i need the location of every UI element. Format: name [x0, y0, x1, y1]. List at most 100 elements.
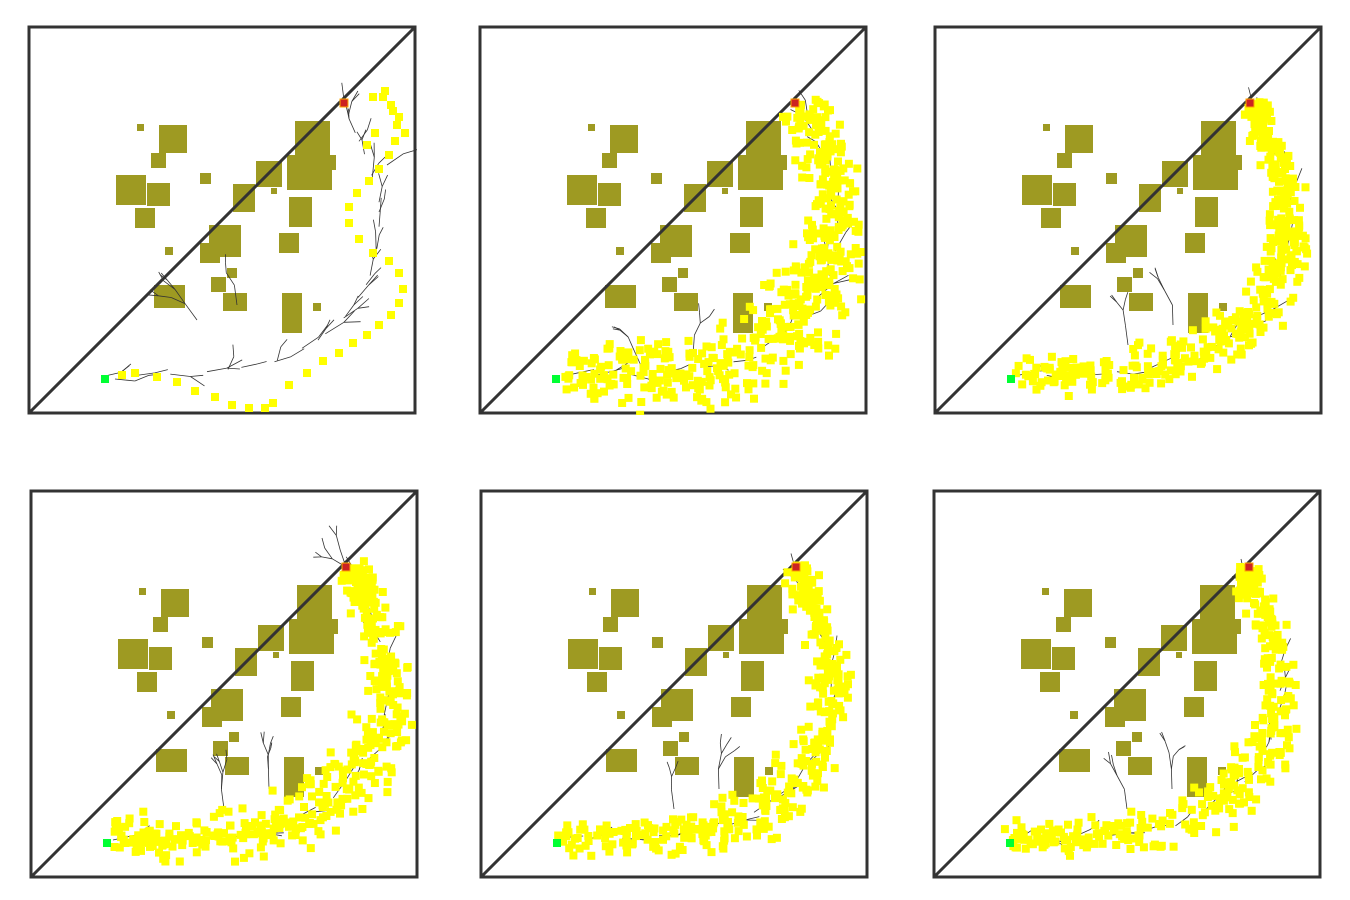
obstacle-block — [273, 652, 279, 658]
sample-node — [126, 838, 134, 847]
sample-node — [629, 355, 638, 364]
tree-edge — [210, 757, 218, 765]
sample-node — [118, 371, 126, 379]
sample-node — [352, 740, 361, 749]
sample-node — [407, 720, 416, 729]
sample-node — [301, 813, 310, 822]
sample-node — [643, 835, 652, 844]
tree-edge — [718, 753, 722, 770]
sample-node — [589, 354, 598, 362]
sample-node — [257, 811, 266, 820]
sample-node — [764, 334, 773, 343]
sample-node — [238, 804, 247, 813]
tree-edge — [325, 319, 331, 329]
sample-node — [581, 841, 590, 850]
sample-node — [1000, 825, 1009, 834]
sample-node — [1212, 828, 1221, 837]
sample-node — [791, 280, 800, 289]
sample-node — [161, 857, 170, 866]
sample-node — [1143, 349, 1152, 358]
sample-node — [669, 393, 678, 402]
sample-node — [834, 689, 843, 698]
sample-node — [834, 683, 843, 692]
sample-node — [170, 835, 179, 844]
sample-node — [810, 140, 818, 149]
sample-node — [1254, 755, 1263, 764]
obstacle-block — [139, 588, 146, 595]
sample-node — [378, 718, 387, 727]
sample-node — [1258, 742, 1266, 751]
sample-node — [357, 595, 366, 604]
sample-node — [832, 209, 841, 218]
sample-node — [1282, 197, 1291, 206]
sample-node — [748, 794, 757, 803]
sample-node — [578, 820, 587, 829]
sample-node — [820, 708, 829, 717]
obstacle-block — [747, 585, 782, 620]
sample-node — [1264, 265, 1273, 274]
sample-node — [382, 738, 391, 747]
tree-edge — [675, 760, 679, 768]
planner-panel-4 — [29, 489, 419, 879]
sample-node — [794, 320, 803, 329]
sample-node — [1254, 763, 1263, 771]
sample-node — [590, 394, 599, 403]
sample-node — [559, 837, 568, 846]
sample-node — [1256, 734, 1265, 743]
tree-edge — [372, 249, 382, 260]
tree-edge — [358, 129, 368, 142]
sample-node — [314, 827, 323, 836]
sample-node — [148, 842, 157, 850]
sample-node — [807, 115, 815, 124]
sample-node — [836, 148, 845, 157]
sample-node — [1235, 765, 1243, 773]
sample-node — [321, 766, 330, 775]
sample-node — [1270, 138, 1279, 147]
panel-canvas — [478, 25, 868, 415]
tree-edge — [1172, 749, 1180, 757]
sample-node — [812, 615, 821, 624]
tree-edge — [134, 374, 150, 382]
sample-node — [731, 384, 740, 393]
sample-node — [682, 383, 690, 392]
sample-node — [1130, 351, 1139, 360]
sample-node — [1261, 598, 1270, 607]
sample-node — [785, 782, 794, 791]
sample-node — [640, 355, 649, 364]
tree-edge — [1168, 752, 1172, 770]
sample-node — [1257, 775, 1265, 784]
tree-edge — [1111, 294, 1118, 303]
sample-node — [1244, 738, 1253, 747]
sample-node — [791, 290, 800, 299]
sample-node — [587, 375, 596, 384]
start-marker-icon — [101, 375, 109, 383]
sample-node — [279, 817, 288, 825]
sample-node — [254, 828, 263, 837]
sample-node — [376, 629, 385, 638]
sample-node — [717, 802, 726, 811]
sample-node — [373, 676, 382, 685]
sample-node — [1074, 818, 1083, 827]
tree-edge — [158, 271, 164, 281]
sample-node — [821, 113, 830, 122]
diagonal-wall — [478, 25, 868, 415]
sample-node — [1279, 158, 1288, 167]
sample-node — [1276, 266, 1285, 275]
sample-node — [1278, 275, 1287, 284]
sample-node — [1246, 277, 1255, 286]
sample-node — [593, 831, 602, 840]
sample-node — [824, 659, 833, 668]
sample-node — [648, 376, 657, 385]
sample-node — [1295, 223, 1304, 232]
sample-node — [697, 377, 706, 386]
obstacle-block — [652, 637, 663, 648]
sample-node — [1247, 112, 1256, 121]
sample-node — [283, 796, 292, 805]
sample-node — [565, 844, 574, 853]
sample-node — [1282, 662, 1291, 671]
sample-node — [1240, 753, 1249, 762]
obstacle-block — [602, 153, 617, 168]
sample-node — [1158, 356, 1167, 364]
sample-node — [1231, 770, 1240, 779]
sample-node — [1165, 375, 1174, 384]
